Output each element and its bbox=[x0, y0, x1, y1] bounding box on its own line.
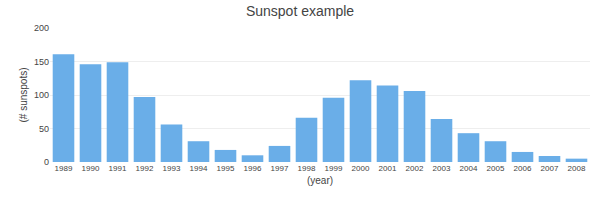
svg-text:2004: 2004 bbox=[460, 164, 478, 173]
svg-text:Sunspot example: Sunspot example bbox=[246, 3, 354, 19]
svg-text:0: 0 bbox=[44, 157, 49, 167]
svg-text:100: 100 bbox=[34, 90, 49, 100]
svg-text:1991: 1991 bbox=[109, 164, 127, 173]
svg-text:2001: 2001 bbox=[379, 164, 397, 173]
svg-text:2007: 2007 bbox=[541, 164, 559, 173]
svg-text:1996: 1996 bbox=[244, 164, 262, 173]
svg-text:2000: 2000 bbox=[352, 164, 370, 173]
svg-text:1999: 1999 bbox=[325, 164, 343, 173]
svg-text:200: 200 bbox=[34, 23, 49, 33]
svg-text:1994: 1994 bbox=[190, 164, 208, 173]
svg-text:1997: 1997 bbox=[271, 164, 289, 173]
svg-text:2008: 2008 bbox=[568, 164, 586, 173]
svg-text:1993: 1993 bbox=[163, 164, 181, 173]
svg-text:1998: 1998 bbox=[298, 164, 316, 173]
svg-text:1992: 1992 bbox=[136, 164, 154, 173]
svg-text:2002: 2002 bbox=[406, 164, 424, 173]
svg-text:1989: 1989 bbox=[55, 164, 73, 173]
svg-text:150: 150 bbox=[34, 57, 49, 67]
svg-text:(# sunspots): (# sunspots) bbox=[18, 67, 29, 122]
svg-text:2006: 2006 bbox=[514, 164, 532, 173]
svg-text:2005: 2005 bbox=[487, 164, 505, 173]
svg-text:1995: 1995 bbox=[217, 164, 235, 173]
svg-text:1990: 1990 bbox=[82, 164, 100, 173]
svg-text:(year): (year) bbox=[307, 175, 333, 186]
svg-text:2003: 2003 bbox=[433, 164, 451, 173]
svg-text:50: 50 bbox=[39, 124, 49, 134]
